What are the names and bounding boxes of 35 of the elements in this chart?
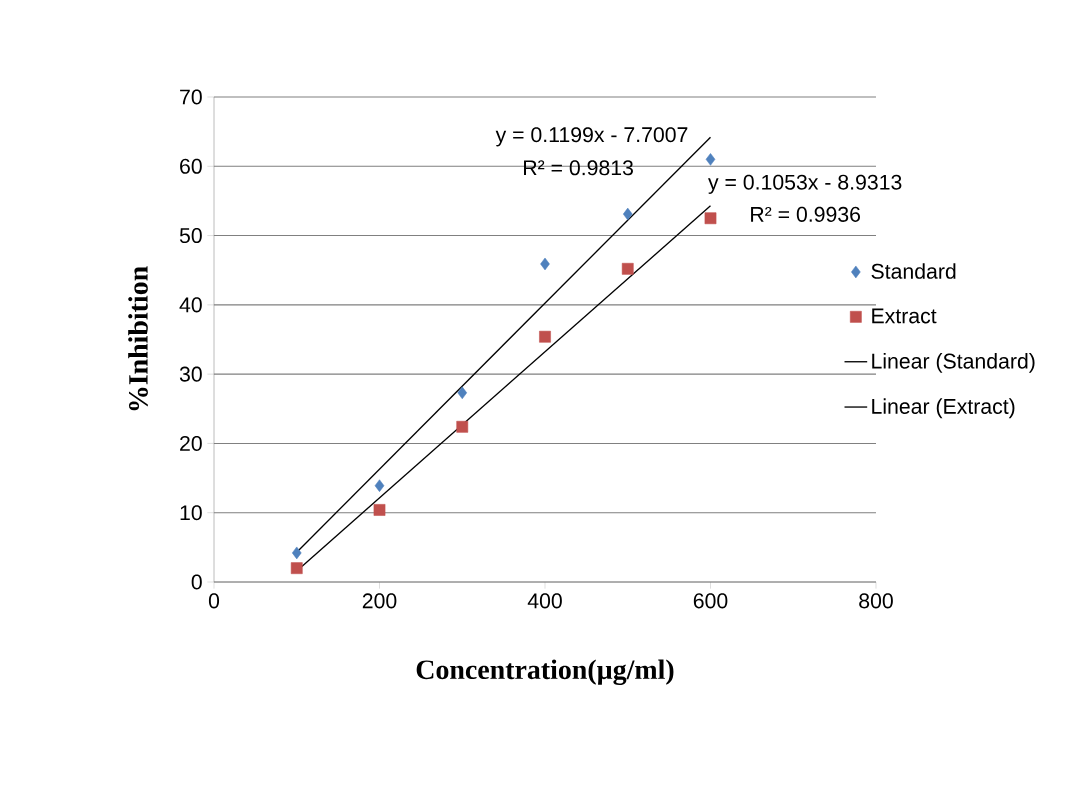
legend-label: Extract (872, 308, 937, 324)
point (540, 257, 550, 271)
annotation: y = 0.1199x - 7.7007 (495, 127, 688, 147)
x-tick-label: 400 (527, 593, 562, 609)
annotation: R² = 0.9936 (751, 206, 861, 222)
point (539, 330, 551, 343)
annotation: R² = 0.9813 (524, 160, 633, 176)
annotation: y = 0.1053x - 8.9313 (708, 174, 902, 194)
point (705, 153, 716, 166)
x-tick-label: 200 (362, 593, 397, 609)
y-tick-label: 30 (179, 366, 202, 382)
point (456, 420, 469, 433)
point (292, 546, 302, 560)
y-tick-label: 0 (191, 574, 202, 590)
x-tick-label: 800 (859, 593, 893, 609)
y-tick-label: 10 (180, 505, 202, 521)
x-axis-title: Concentration(µg/ml) (416, 659, 674, 686)
point (623, 207, 633, 221)
point (704, 212, 717, 225)
y-tick-label: 70 (180, 89, 202, 105)
y-tick-label: 40 (179, 297, 202, 313)
y-tick-label: 20 (180, 435, 202, 451)
y-tick-label: 60 (180, 158, 202, 174)
x-tick-label: 0 (208, 593, 220, 609)
y-axis-title: %Inhibition (128, 266, 148, 411)
point (373, 504, 386, 516)
point (290, 562, 303, 574)
y-tick-label: 50 (179, 228, 202, 244)
legend-label: Linear (Extract) (872, 398, 1015, 419)
legend-label: Linear (Standard) (872, 353, 1035, 373)
point (374, 479, 385, 492)
legend-label: Standard (871, 263, 956, 279)
point (457, 386, 467, 400)
point (621, 262, 634, 275)
x-tick-label: 600 (693, 593, 728, 609)
